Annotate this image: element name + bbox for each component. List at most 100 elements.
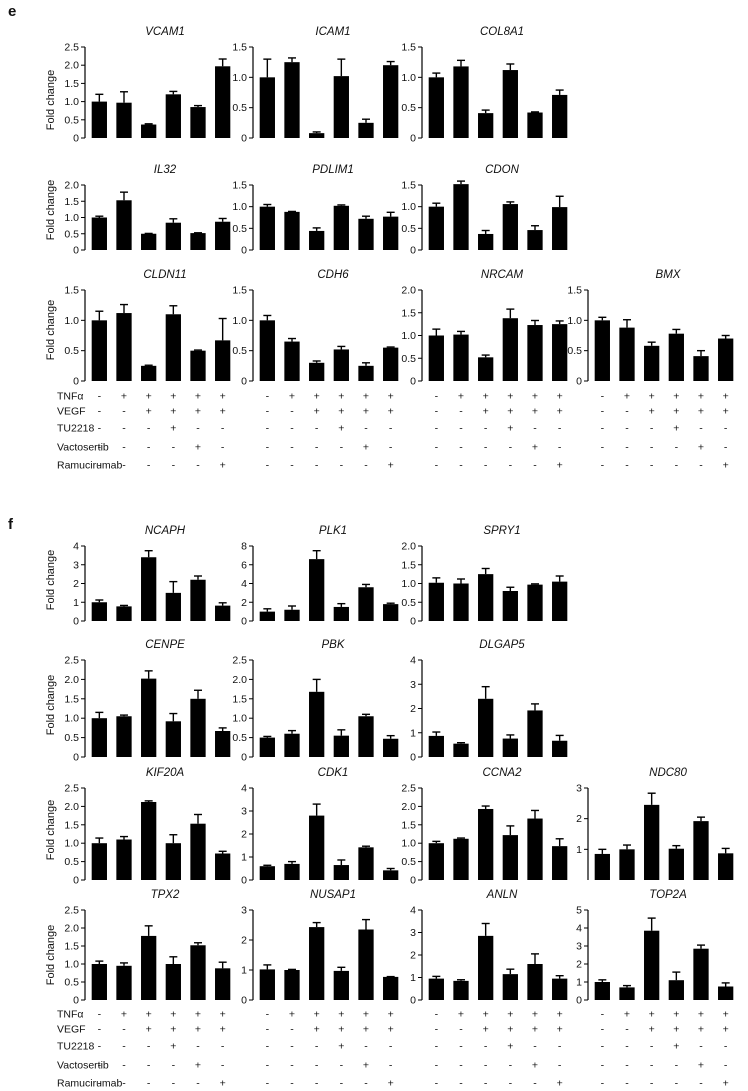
bar xyxy=(116,965,132,1000)
bar xyxy=(284,341,300,381)
treatment-sign: - xyxy=(484,423,488,435)
bar xyxy=(453,980,469,1000)
bar xyxy=(141,935,157,1000)
y-tick-label: 0.5 xyxy=(232,102,247,114)
bar xyxy=(259,866,275,880)
y-tick-label: 4 xyxy=(73,541,79,553)
treatment-sign: - xyxy=(459,442,463,454)
y-tick-label: 1 xyxy=(241,852,247,864)
treatment-sign: - xyxy=(699,1078,703,1090)
y-tick-label: 1.0 xyxy=(232,713,247,725)
y-tick-label: 1.5 xyxy=(232,693,247,705)
treatment-sign: - xyxy=(147,1060,151,1072)
treatment-sign: - xyxy=(484,1060,488,1072)
treatment-sign: - xyxy=(675,1060,679,1072)
treatment-sign: - xyxy=(435,1024,439,1036)
treatment-sign: - xyxy=(266,442,270,454)
y-tick-label: 4 xyxy=(241,578,247,590)
treatment-sign: + xyxy=(195,391,201,403)
y-tick-label: 2.5 xyxy=(64,905,79,917)
bar xyxy=(116,102,132,138)
treatment-sign: - xyxy=(172,1060,176,1072)
bar xyxy=(552,581,568,621)
bar xyxy=(309,691,325,757)
bar xyxy=(116,313,132,381)
y-axis-label: Fold change xyxy=(45,550,57,611)
bar xyxy=(619,849,635,880)
condition-label: VEGF xyxy=(57,1024,86,1036)
bar xyxy=(333,865,349,880)
bar xyxy=(165,721,181,757)
bar xyxy=(309,133,325,138)
bar xyxy=(165,592,181,621)
treatment-sign: + xyxy=(723,1009,729,1021)
bar xyxy=(594,982,610,1000)
bar xyxy=(165,222,181,250)
y-tick-label: 1.0 xyxy=(401,201,416,213)
treatment-sign: - xyxy=(122,406,126,418)
treatment-sign: - xyxy=(435,442,439,454)
bar xyxy=(619,987,635,1000)
treatment-sign: + xyxy=(146,1009,152,1021)
y-tick-label: 0.5 xyxy=(64,228,79,240)
bar xyxy=(527,818,543,880)
y-tick-label: 3 xyxy=(241,806,247,818)
bar xyxy=(116,200,132,250)
bar xyxy=(502,70,518,138)
treatment-sign: - xyxy=(484,1041,488,1053)
bar xyxy=(668,333,684,381)
treatment-sign: + xyxy=(388,1078,394,1090)
treatment-sign: + xyxy=(557,406,563,418)
treatment-sign: + xyxy=(483,406,489,418)
bar xyxy=(141,801,157,880)
treatment-sign: - xyxy=(625,460,629,472)
treatment-sign: + xyxy=(338,423,344,435)
treatment-sign: + xyxy=(363,1009,369,1021)
treatment-sign: - xyxy=(435,1009,439,1021)
treatment-sign: - xyxy=(315,423,319,435)
treatment-sign: + xyxy=(363,442,369,454)
bar xyxy=(619,327,635,381)
bar xyxy=(333,205,349,250)
treatment-sign: - xyxy=(509,460,513,472)
y-tick-label: 2 xyxy=(73,578,79,590)
treatment-sign: + xyxy=(698,406,704,418)
bar xyxy=(718,853,734,880)
bar xyxy=(502,591,518,621)
bar xyxy=(594,853,610,880)
y-tick-label: 0 xyxy=(410,752,416,764)
y-tick-label: 2 xyxy=(576,959,582,971)
chart-title: CENPE xyxy=(145,639,185,651)
bar xyxy=(453,838,469,880)
treatment-sign: + xyxy=(170,1024,176,1036)
treatment-sign: - xyxy=(699,460,703,472)
treatment-sign: + xyxy=(220,1078,226,1090)
y-tick-label: 2.5 xyxy=(64,783,79,795)
treatment-sign: + xyxy=(483,391,489,403)
y-tick-label: 0 xyxy=(241,245,247,257)
treatment-sign: - xyxy=(266,1078,270,1090)
treatment-sign: - xyxy=(459,406,463,418)
bar xyxy=(333,76,349,138)
treatment-sign: + xyxy=(388,1009,394,1021)
y-tick-label: 0 xyxy=(410,875,416,887)
y-tick-label: 0 xyxy=(73,616,79,628)
treatment-sign: - xyxy=(650,1041,654,1053)
treatment-sign: - xyxy=(266,423,270,435)
y-tick-label: 2 xyxy=(576,813,582,825)
bar xyxy=(284,863,300,880)
y-tick-label: 6 xyxy=(241,559,247,571)
y-tick-label: 2.5 xyxy=(64,42,79,54)
treatment-sign: - xyxy=(675,460,679,472)
bar xyxy=(259,969,275,1000)
treatment-sign: + xyxy=(698,1024,704,1036)
bar xyxy=(383,604,399,621)
y-tick-label: 0 xyxy=(73,376,79,388)
bar xyxy=(215,66,231,138)
bar xyxy=(190,107,206,138)
treatment-sign: - xyxy=(340,460,344,472)
treatment-sign: - xyxy=(601,1024,605,1036)
treatment-sign: + xyxy=(673,406,679,418)
y-tick-label: 1.5 xyxy=(567,285,582,297)
